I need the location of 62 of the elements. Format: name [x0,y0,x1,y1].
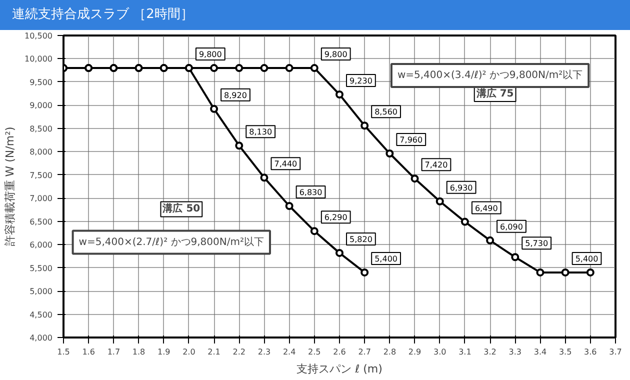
data-label: 5,730 [525,239,548,248]
y-tick-label: 6,500 [30,217,53,226]
y-tick-label: 10,500 [24,32,53,40]
x-tick-label: 2.8 [383,348,396,356]
data-label: 5,820 [350,234,372,244]
x-tick-label: 3.7 [609,348,622,356]
data-label: 8,560 [374,108,398,117]
y-tick-label: 8,500 [30,124,53,134]
y-tick-label: 10,000 [24,54,53,64]
text: 溝広 75 [475,87,514,100]
annotation: w=5,400×(2.7/ℓ)² かつ9,800N/m²以下 [78,236,264,248]
data-label: 7,960 [400,136,423,145]
x-tick-label: 1.7 [107,348,120,356]
y-tick-label: 7,000 [30,194,53,204]
y-tick-label: 5,500 [30,264,53,273]
x-tick-label: 1.9 [158,348,170,356]
x-tick-label: 1.6 [82,348,95,356]
x-tick-label: 2.4 [282,348,296,356]
x-tick-label: 2.2 [232,348,246,356]
x-tick-label: 3.4 [534,348,547,356]
x-tick-label: 3.5 [558,348,572,356]
x-tick-label: 1.8 [132,348,146,356]
data-label: 6,290 [324,213,348,222]
x-axis-title: 支持スパン ℓ (m) [296,362,382,376]
data-label: 6,930 [450,183,473,192]
data-label: 9,800 [198,50,222,60]
chart-title: 連続支持合成スラブ ［2時間］ [12,6,194,24]
x-tick-label: 2.7 [358,348,371,356]
data-label: 8,130 [249,128,272,137]
y-tick-label: 9,000 [30,101,53,110]
x-tick-label: 2.6 [333,348,346,356]
x-tick-label: 3.0 [434,348,446,356]
data-label: 5,400 [575,254,598,264]
data-label: 9,800 [324,50,348,60]
y-tick-label: 6,000 [30,240,53,250]
annotation: w=5,400×(3.4/ℓ)² かつ9,800N/m²以下 [397,68,583,81]
y-tick-label: 9,500 [30,78,53,87]
x-tick-label: 2.5 [308,348,321,356]
y-tick-label: 8,000 [30,148,53,157]
data-label: 8,920 [224,90,247,100]
data-label: 7,440 [274,160,298,169]
x-tick-label: 3.6 [584,348,597,356]
x-tick-label: 3.3 [508,348,522,356]
data-label: 6,490 [474,204,498,213]
x-tick-label: 3.1 [458,348,472,356]
data-label: 6,090 [500,222,523,232]
x-tick-label: 2.3 [258,348,271,356]
x-tick-label: 2.9 [408,348,422,356]
y-tick-label: 4,500 [30,310,53,320]
x-tick-label: 2.0 [182,348,196,356]
y-axis-title: 許容積載荷重 W (N/m²) [4,126,17,246]
x-tick-label: 1.5 [57,348,70,356]
data-label: 5,400 [374,254,398,264]
data-label: 6,830 [299,188,322,198]
text: 溝広 50 [162,202,200,215]
data-label: 9,230 [350,76,372,86]
data-label: 7,420 [424,160,448,170]
x-tick-label: 2.1 [208,348,220,356]
y-tick-label: 4,000 [30,334,53,342]
y-tick-label: 5,000 [30,287,53,296]
y-tick-label: 7,500 [30,170,53,180]
x-tick-label: 3.2 [484,348,496,356]
